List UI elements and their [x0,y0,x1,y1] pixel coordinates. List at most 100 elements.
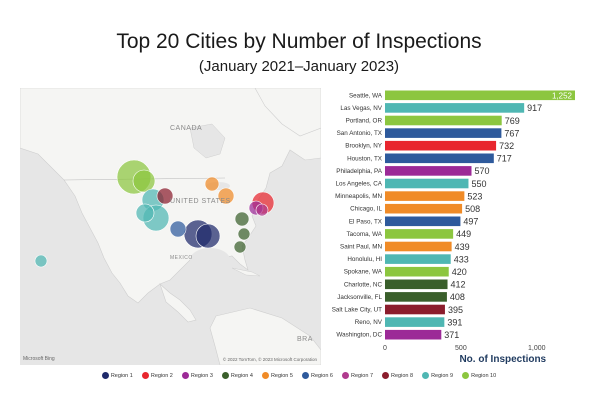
bar[interactable] [385,90,575,101]
map-panel[interactable]: CANADA UNITED STATES MEXICO BRA Microsof… [20,88,321,365]
city-bubble[interactable] [217,187,235,205]
bar[interactable] [385,115,502,126]
bar[interactable] [385,166,472,176]
city-bubble[interactable] [195,223,221,249]
category-label: Spokane, WA [344,269,383,276]
city-bubble[interactable] [169,220,187,238]
category-label: Chicago, IL [350,206,382,213]
legend-label: Region 10 [471,372,497,379]
legend-swatch [342,372,349,379]
value-label: 395 [448,305,463,315]
map-attribution-logo: Microsoft Bing [23,356,55,362]
bar[interactable] [385,241,452,252]
category-label: Jacksonville, FL [337,294,382,301]
legend-label: Region 2 [150,372,173,379]
legend-label: Region 5 [270,372,293,379]
bar[interactable] [385,266,449,277]
value-label: 408 [450,292,465,302]
bar[interactable] [385,178,469,189]
central-america-landmass [159,283,197,323]
city-bubble[interactable] [135,203,155,223]
city-bubble[interactable] [234,211,250,227]
legend-swatch [181,372,189,379]
value-label: 420 [452,267,467,277]
legend-item[interactable]: Region 4 [221,372,253,379]
hudson-bay [189,123,226,159]
city-bubble[interactable] [204,176,220,192]
city-bubble[interactable] [237,227,251,241]
value-label: 717 [497,154,512,164]
bar[interactable] [385,128,502,138]
category-label: Portland, OR [346,118,383,125]
city-bubble[interactable] [156,187,174,205]
value-label: 1,252 [552,91,573,100]
value-label: 371 [444,330,459,340]
x-tick-label: 500 [455,345,467,352]
city-bubble[interactable] [132,169,156,193]
map-label-mexico: MEXICO [170,255,193,261]
category-label: Charlotte, NC [344,281,383,288]
legend-item[interactable]: Region 2 [141,372,173,379]
value-label: 433 [454,254,469,264]
category-label: Honolulu, HI [347,256,382,263]
legend-item[interactable]: Region 3 [181,372,213,379]
bar[interactable] [385,191,465,201]
legend-label: Region 4 [230,372,253,379]
legend-swatch [261,372,269,379]
bar[interactable] [385,216,461,227]
bar[interactable] [385,254,451,264]
legend-swatch [101,372,109,379]
category-label: Saint Paul, MN [340,244,382,251]
category-label: Houston, TX [347,155,383,162]
category-label: Salt Lake City, UT [332,307,382,314]
legend-label: Region 3 [190,372,213,379]
city-bubble[interactable] [233,240,247,254]
legend-item[interactable]: Region 1 [101,372,133,379]
category-label: Brooklyn, NY [345,143,383,150]
value-label: 508 [465,204,480,214]
legend-item[interactable]: Region 7 [342,372,373,379]
bar[interactable] [385,304,445,315]
legend-item[interactable]: Region 9 [422,372,453,379]
bar[interactable] [385,329,442,340]
bar[interactable] [385,279,448,290]
legend-item[interactable]: Region 6 [301,372,333,379]
category-label: Seattle, WA [349,92,383,99]
city-bubble[interactable] [255,203,269,217]
bar[interactable] [385,229,454,239]
value-label: 767 [504,128,519,138]
bar[interactable] [385,203,463,214]
x-tick-label: 0 [383,345,387,352]
bar[interactable] [385,292,447,302]
chart-title: Top 20 Cities by Number of Inspections [116,30,482,53]
cuba-landmass [231,267,261,277]
bar[interactable] [385,317,445,327]
legend-label: Region 1 [110,372,133,379]
bar[interactable] [385,153,494,164]
legend-swatch [301,372,309,379]
value-label: 412 [451,280,466,290]
legend-swatch [382,372,390,379]
value-label: 732 [499,141,514,151]
south-america-landmass [209,307,321,365]
value-label: 769 [505,116,520,126]
legend-swatch [422,372,430,379]
legend-swatch [221,372,229,379]
value-label: 550 [471,179,486,189]
map-label-bra: BRA [297,336,313,343]
legend-item[interactable]: Region 8 [382,372,413,379]
legend-label: Region 8 [391,372,414,379]
bar[interactable] [385,140,497,151]
category-label: Tacoma, WA [347,231,383,238]
legend-item[interactable]: Region 5 [261,372,293,379]
legend-label: Region 7 [351,372,374,379]
value-label: 497 [463,217,478,227]
city-bubble[interactable] [34,254,48,268]
legend-item[interactable]: Region 10 [462,372,496,379]
bar[interactable] [385,103,525,113]
value-label: 570 [475,166,490,176]
category-label: Philadelphia, PA [336,168,383,175]
category-label: Washington, DC [336,332,382,339]
map-label-canada: CANADA [170,125,203,132]
category-label: El Paso, TX [349,218,383,225]
